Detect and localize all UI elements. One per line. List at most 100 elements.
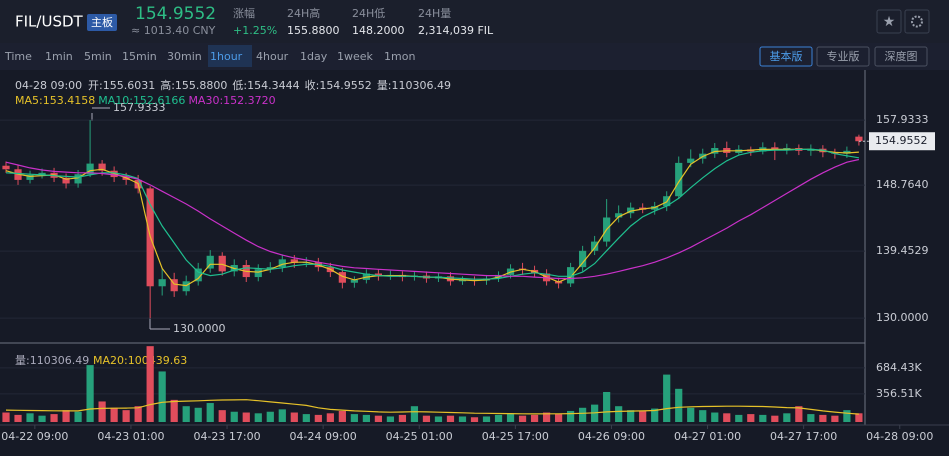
volume-bar: [398, 414, 407, 422]
volume-bar: [74, 411, 82, 422]
candle-body: [2, 165, 10, 170]
volume-bar: [711, 412, 719, 422]
volume-bar: [446, 415, 455, 422]
volume-bar: [470, 417, 479, 422]
volume-bar: [627, 410, 635, 422]
y-tick-label: 157.9333: [876, 113, 929, 126]
x-tick-label: 04-26 09:00: [578, 430, 645, 443]
volume-bar: [110, 407, 118, 422]
interval-tab[interactable]: 1day: [300, 50, 328, 63]
favorite-button[interactable]: [876, 9, 902, 34]
info-item: 量:110306.49: [377, 79, 451, 92]
last-price-label: 154.9552: [875, 134, 928, 147]
interval-tab[interactable]: 1min: [45, 50, 73, 63]
candle-body: [771, 147, 779, 151]
view-button-label[interactable]: 基本版: [770, 49, 803, 63]
ma-legend-entry: MA10:152.6166: [98, 94, 185, 107]
star-icon[interactable]: ★: [883, 14, 896, 30]
candle-body: [62, 177, 70, 184]
interval-tab[interactable]: 1week: [337, 50, 374, 63]
info-values: 开:155.6031 高:155.8800 低:154.3444 收:154.9552…: [88, 78, 451, 92]
view-button-label[interactable]: 深度图: [885, 49, 918, 63]
candle-body: [338, 272, 346, 283]
volume-bar: [14, 414, 22, 422]
candle-body: [843, 150, 851, 154]
candle-body: [206, 255, 214, 269]
candle-body: [290, 259, 298, 263]
info-item: 收:154.9552: [305, 78, 372, 92]
volume-bar: [518, 415, 527, 422]
volume-bar: [242, 412, 250, 422]
info-time: 04-28 09:00: [15, 79, 82, 92]
y-tick-label: 130.0000: [876, 311, 929, 324]
ma-line: [5, 158, 860, 280]
volume-bar: [314, 414, 322, 422]
volume-bar: [278, 409, 286, 422]
candle-body: [218, 255, 226, 272]
volume-bar: [639, 410, 647, 422]
volume-bar: [290, 412, 298, 422]
ma-legend-entry: MA5:153.4158: [15, 94, 95, 107]
volume-bar: [843, 410, 851, 422]
volume-bar: [687, 407, 695, 422]
interval-tab[interactable]: Time: [4, 50, 32, 63]
x-tick-label: 04-27 01:00: [674, 430, 741, 443]
volume-bar: [26, 413, 34, 422]
interval-tab[interactable]: 1hour: [210, 50, 243, 63]
view-button-label[interactable]: 专业版: [827, 49, 860, 63]
pair: FIL/USDT: [15, 13, 84, 31]
volume-bar: [663, 374, 671, 422]
y-tick-label: 139.4529: [876, 244, 929, 257]
gear-icon[interactable]: [911, 15, 923, 28]
view-button[interactable]: [816, 46, 870, 67]
volume-bar: [603, 391, 611, 422]
x-tick-label: 04-22 09:00: [1, 430, 68, 443]
volume-bar: [194, 407, 202, 422]
volume-bar: [771, 415, 779, 422]
view-button[interactable]: [759, 46, 813, 67]
stat-label: 24H量: [418, 7, 451, 20]
volume-bar: [542, 412, 551, 422]
volume-bar: [422, 415, 431, 422]
interval-tab[interactable]: 15min: [122, 50, 157, 63]
volume-bar: [651, 408, 659, 422]
candle-body: [615, 213, 623, 218]
x-tick-label: 04-24 09:00: [290, 430, 357, 443]
x-tick-label: 04-23 17:00: [193, 430, 260, 443]
low-annotation: 130.0000: [173, 322, 226, 335]
interval-tab[interactable]: 5min: [84, 50, 112, 63]
view-button[interactable]: [874, 46, 928, 67]
volume-bar: [554, 414, 563, 422]
volume-bar: [182, 406, 190, 422]
volume-bar: [566, 410, 575, 422]
volume-bar: [723, 413, 731, 422]
stat-value: +1.25%: [233, 24, 277, 37]
interval-active-bg[interactable]: [208, 45, 252, 67]
candle-body: [98, 163, 106, 171]
settings-button[interactable]: [904, 9, 930, 34]
volume-bar: [98, 401, 106, 422]
stat-label: 24H高: [287, 6, 320, 20]
interval-tab[interactable]: 30min: [167, 50, 202, 63]
candle-body: [350, 279, 358, 283]
info-item: 高:155.8800: [160, 78, 227, 92]
y-tick-label: 148.7640: [876, 178, 929, 191]
high-annotation: 157.9333: [113, 101, 166, 114]
volume-tick-label: 684.43K: [876, 361, 922, 374]
volume-bar: [158, 371, 166, 422]
ma-legend-entry: MA30:152.3720: [188, 94, 275, 107]
candle-body: [591, 241, 599, 251]
candle-body: [74, 174, 82, 184]
candle-body: [182, 281, 190, 292]
info-item: 开:155.6031: [88, 79, 155, 92]
volume-bar: [362, 414, 370, 422]
interval-tab[interactable]: 1mon: [384, 50, 415, 63]
cny-price: ≈ 1013.40 CNY: [131, 24, 216, 37]
volume-label: 量:110306.49: [15, 354, 89, 367]
candle-body: [458, 279, 467, 282]
candle-body: [254, 269, 262, 278]
volume-tick-label: 356.51K: [876, 387, 922, 400]
interval-tab[interactable]: 4hour: [256, 50, 289, 63]
volume-bar: [807, 414, 815, 422]
